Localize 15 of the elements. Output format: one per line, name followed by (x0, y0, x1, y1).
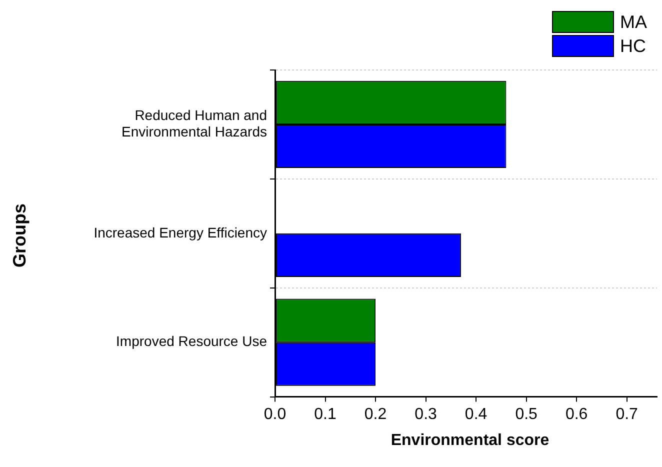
x-tick-label: 0.3 (414, 406, 438, 423)
legend-label: MA (620, 12, 647, 32)
x-tick-label: 0.1 (314, 406, 336, 423)
x-tick-label: 0.4 (464, 406, 488, 423)
x-tick-label: 0.2 (364, 406, 387, 423)
y-tick-label: Reduced Human and Environmental Hazards (121, 106, 267, 140)
y-tick-label: Improved Resource Use (116, 333, 268, 350)
y-tick-label: Increased Energy Efficiency (94, 224, 267, 240)
y-axis-title: Groups (10, 202, 30, 270)
legend-label: HC (620, 36, 646, 56)
x-tick-label: 0.7 (616, 406, 638, 423)
x-tick-label: 0.6 (565, 406, 588, 423)
x-tick-label: 0.0 (264, 406, 286, 423)
x-axis-title: Environmental score (390, 432, 550, 450)
x-tick-label: 0.5 (515, 406, 538, 423)
